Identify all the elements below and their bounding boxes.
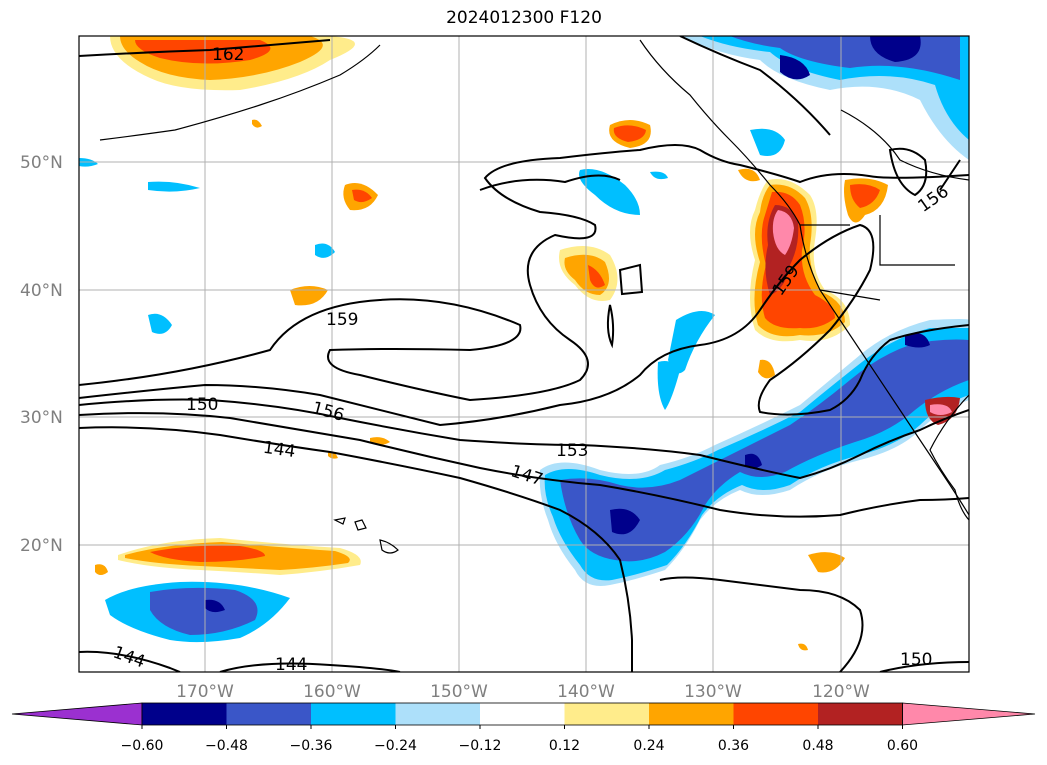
colorbar-tick-label: 0.48 [802, 738, 833, 754]
map-frame [78, 35, 970, 673]
lat-label: 50°N [20, 153, 63, 173]
gridlines [79, 36, 969, 672]
map-area: 162 159 159 156 156 153 150 150 147 144 … [79, 36, 969, 675]
contour-label: 150 [900, 650, 932, 670]
contour-label: 156 [310, 398, 347, 426]
lat-label: 20°N [20, 536, 63, 556]
lat-label: 40°N [20, 281, 63, 301]
contour-label: 153 [556, 441, 588, 461]
contour-label: 159 [326, 310, 358, 330]
lon-label: 170°W [176, 682, 234, 702]
colorbar-extend-high [902, 702, 1036, 726]
contour-label: 144 [262, 438, 297, 462]
colorbar: −0.60 −0.48 −0.36 −0.24 −0.12 0.12 0.24 0.36 0.4… [11, 702, 1036, 754]
contour-label: 144 [275, 655, 307, 675]
map-title: 2024012300 F120 [446, 8, 602, 28]
colorbar-tick-label: −0.60 [121, 738, 164, 754]
colorbar-segment [733, 703, 819, 725]
colorbar-segment [818, 703, 903, 725]
colorbar-segment [564, 703, 650, 725]
lon-label: 120°W [812, 682, 870, 702]
colorbar-segment [226, 703, 312, 725]
colorbar-segment [311, 703, 396, 725]
longitude-labels: 170°W 160°W 150°W 140°W 130°W 120°W [176, 682, 870, 702]
contour-label: 162 [212, 45, 244, 65]
lon-label: 160°W [303, 682, 361, 702]
colorbar-frame [141, 702, 903, 726]
colorbar-segment [142, 703, 227, 725]
colorbar-extend-low [11, 702, 143, 726]
lon-label: 150°W [430, 682, 488, 702]
lon-label: 140°W [557, 682, 615, 702]
shaded-fields [79, 36, 969, 651]
colorbar-tick-label: −0.24 [374, 738, 417, 754]
contour-label: 147 [508, 461, 545, 490]
colorbar-tick-label: −0.48 [205, 738, 248, 754]
colorbar-tick-label: 0.24 [633, 738, 664, 754]
contour-labels: 162 159 159 156 156 153 150 150 147 144 … [110, 45, 953, 675]
colorbar-segment [480, 703, 565, 725]
colorbar-tick-label: 0.36 [718, 738, 749, 754]
colorbar-tick-label: −0.12 [459, 738, 502, 754]
contour-label: 156 [915, 182, 953, 217]
latitude-labels: 50°N 40°N 30°N 20°N [20, 153, 63, 556]
colorbar-segment [395, 703, 481, 725]
colorbar-tick-label: 0.60 [887, 738, 918, 754]
colorbar-tick-label: −0.36 [290, 738, 333, 754]
height-contours [79, 36, 969, 672]
coastlines [99, 39, 969, 554]
lat-label: 30°N [20, 408, 63, 428]
contour-label: 150 [186, 395, 218, 415]
contour-label: 144 [110, 643, 147, 673]
colorbar-segment [649, 703, 734, 725]
lon-label: 130°W [684, 682, 742, 702]
colorbar-tick-label: 0.12 [549, 738, 580, 754]
